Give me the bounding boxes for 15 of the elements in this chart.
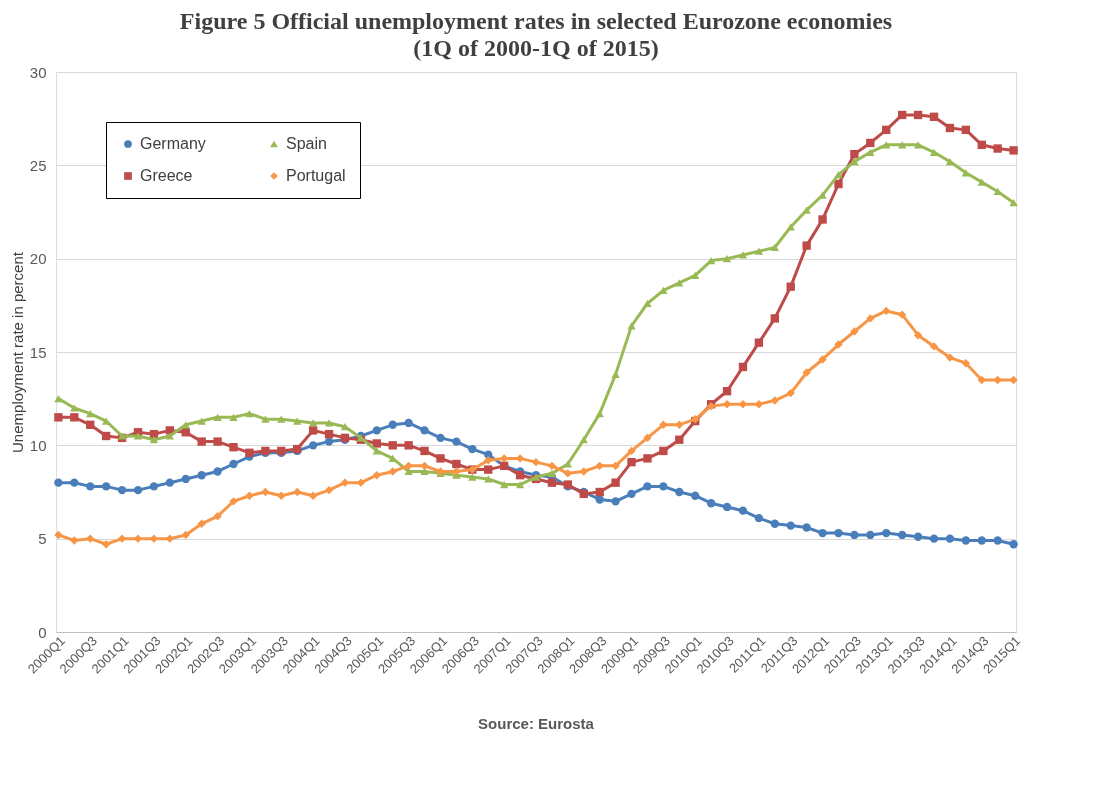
- legend-label: Portugal: [286, 167, 346, 184]
- y-axis-title: Unemployment rate in percent: [8, 251, 26, 453]
- y-tick-label: 0: [38, 623, 47, 641]
- source-note: Source: Eurosta: [478, 715, 595, 732]
- chart-subtitle: (1Q of 2000-1Q of 2015): [413, 35, 659, 61]
- legend-label: Spain: [286, 135, 327, 152]
- y-tick-label: 5: [38, 530, 47, 548]
- legend-label: Germany: [140, 135, 206, 152]
- y-tick-label: 25: [29, 156, 47, 174]
- chart-title: Figure 5 Official unemployment rates in selected Eurozone economies: [179, 8, 893, 34]
- y-tick-label: 10: [29, 436, 47, 454]
- legend-label: Greece: [140, 167, 193, 184]
- y-tick-label: 20: [29, 250, 47, 268]
- y-tick-label: 15: [29, 343, 47, 361]
- y-tick-label: 30: [29, 63, 47, 81]
